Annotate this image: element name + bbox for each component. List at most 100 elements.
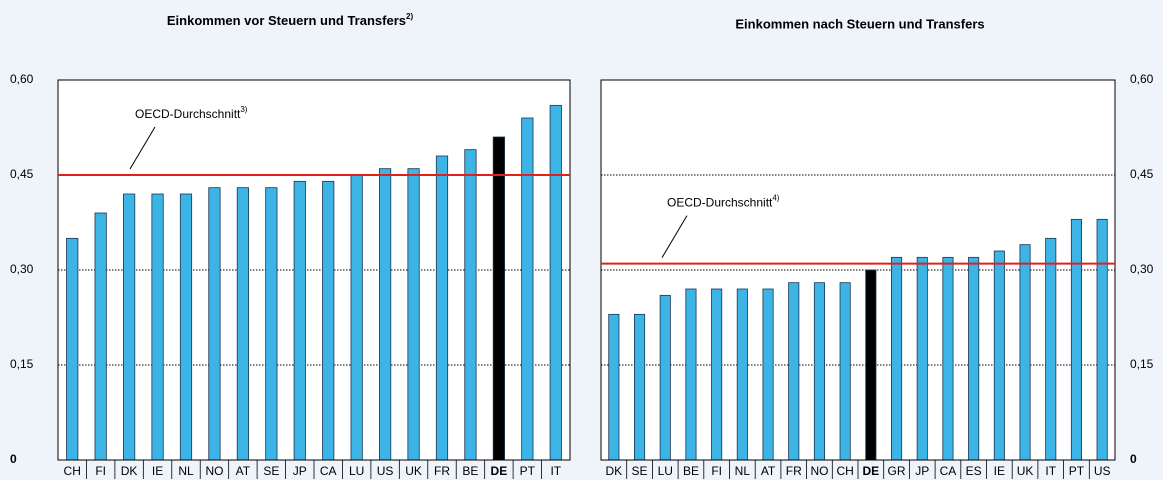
x-tick-label: US bbox=[1094, 464, 1111, 478]
bar bbox=[379, 168, 392, 461]
bar bbox=[968, 256, 980, 461]
y-tick-label: 0,30 bbox=[1130, 262, 1154, 276]
bar bbox=[464, 149, 477, 461]
x-tick-label: DE bbox=[491, 464, 508, 478]
x-tick-label: DK bbox=[606, 464, 623, 478]
x-tick-label: JP bbox=[293, 464, 307, 478]
x-tick-label: FR bbox=[786, 464, 802, 478]
x-tick-label: SE bbox=[263, 464, 279, 478]
bar bbox=[865, 269, 877, 461]
x-tick-label: FI bbox=[711, 464, 722, 478]
reference-label-note: 3) bbox=[240, 105, 247, 114]
bar bbox=[839, 282, 851, 461]
x-tick-label: NL bbox=[735, 464, 751, 478]
x-tick-label: CA bbox=[940, 464, 957, 478]
bar bbox=[1045, 237, 1057, 461]
bar bbox=[1070, 218, 1082, 461]
x-tick-label: AT bbox=[761, 464, 776, 478]
chart-title: Einkommen vor Steuern und Transfers2) bbox=[167, 12, 414, 28]
plot-area bbox=[600, 79, 1116, 461]
bar bbox=[123, 193, 136, 461]
y-tick-label: 0,30 bbox=[10, 262, 34, 276]
bar bbox=[634, 313, 646, 461]
bar bbox=[891, 256, 903, 461]
y-tick-label: 0 bbox=[10, 452, 17, 466]
bar bbox=[916, 256, 928, 461]
x-tick-label: FI bbox=[95, 464, 106, 478]
x-tick-label: LU bbox=[349, 464, 364, 478]
x-tick-label: JP bbox=[915, 464, 929, 478]
x-tick-label: IE bbox=[152, 464, 163, 478]
x-tick-label: UK bbox=[1017, 464, 1034, 478]
chart-title: Einkommen nach Steuern und Transfers bbox=[735, 16, 984, 31]
x-tick-label: PT bbox=[520, 464, 536, 478]
reference-label-text: OECD-Durchschnitt bbox=[135, 107, 241, 121]
leader-line bbox=[129, 126, 156, 170]
bar bbox=[322, 180, 335, 461]
y-tick-label: 0,15 bbox=[1130, 357, 1154, 371]
leader-line bbox=[661, 215, 688, 258]
bar bbox=[350, 174, 363, 461]
y-tick-label: 0,60 bbox=[10, 72, 34, 86]
bar bbox=[711, 288, 723, 461]
bar bbox=[521, 117, 534, 461]
x-tick-label: NL bbox=[178, 464, 194, 478]
x-tick-label: BE bbox=[462, 464, 478, 478]
reference-label: OECD-Durchschnitt3) bbox=[135, 105, 248, 121]
x-tick-label: NO bbox=[205, 464, 223, 478]
x-tick-label: SE bbox=[632, 464, 648, 478]
y-tick-label: 0,45 bbox=[10, 167, 34, 181]
reference-label-text: OECD-Durchschnitt bbox=[667, 196, 773, 210]
bar bbox=[179, 193, 193, 461]
bar bbox=[293, 180, 306, 461]
x-tick-label: CH bbox=[64, 464, 81, 478]
y-tick-label: 0,60 bbox=[1130, 72, 1154, 86]
x-tick-label: US bbox=[377, 464, 394, 478]
x-tick-label: UK bbox=[405, 464, 422, 478]
bar bbox=[549, 104, 562, 461]
bar bbox=[608, 313, 620, 461]
bar bbox=[736, 288, 748, 461]
x-tick-label: FR bbox=[434, 464, 450, 478]
bar bbox=[435, 155, 449, 461]
bar bbox=[942, 256, 954, 461]
bar bbox=[788, 282, 800, 461]
x-tick-label: IT bbox=[1045, 464, 1056, 478]
reference-label: OECD-Durchschnitt4) bbox=[667, 194, 780, 210]
x-tick-label: LU bbox=[658, 464, 673, 478]
y-tick-label: 0,15 bbox=[10, 357, 34, 371]
x-tick-label: PT bbox=[1069, 464, 1085, 478]
x-tick-label: CA bbox=[320, 464, 337, 478]
bar bbox=[993, 250, 1005, 461]
bar bbox=[685, 288, 697, 461]
y-tick-label: 0 bbox=[1130, 452, 1137, 466]
bar bbox=[659, 294, 671, 461]
title-text: Einkommen vor Steuern und Transfers bbox=[167, 13, 406, 28]
x-tick-label: CH bbox=[836, 464, 853, 478]
x-tick-label: IE bbox=[994, 464, 1005, 478]
bar bbox=[407, 168, 420, 461]
reference-label-note: 4) bbox=[772, 194, 779, 203]
bar bbox=[265, 187, 278, 461]
bar bbox=[236, 187, 249, 461]
title-note: 2) bbox=[406, 12, 413, 21]
bar bbox=[813, 282, 825, 461]
x-tick-label: DE bbox=[863, 464, 880, 478]
bar bbox=[762, 288, 774, 461]
bar bbox=[1019, 244, 1031, 461]
x-tick-label: GR bbox=[888, 464, 906, 478]
y-tick-label: 0,45 bbox=[1130, 167, 1154, 181]
x-tick-label: DK bbox=[121, 464, 138, 478]
bar bbox=[208, 187, 221, 461]
x-tick-label: NO bbox=[810, 464, 828, 478]
bar bbox=[66, 237, 79, 461]
bar bbox=[151, 193, 164, 461]
x-tick-label: AT bbox=[236, 464, 251, 478]
x-tick-label: ES bbox=[966, 464, 982, 478]
bar bbox=[1096, 218, 1108, 461]
x-tick-label: BE bbox=[683, 464, 699, 478]
bar bbox=[492, 136, 505, 461]
bar bbox=[94, 212, 107, 461]
